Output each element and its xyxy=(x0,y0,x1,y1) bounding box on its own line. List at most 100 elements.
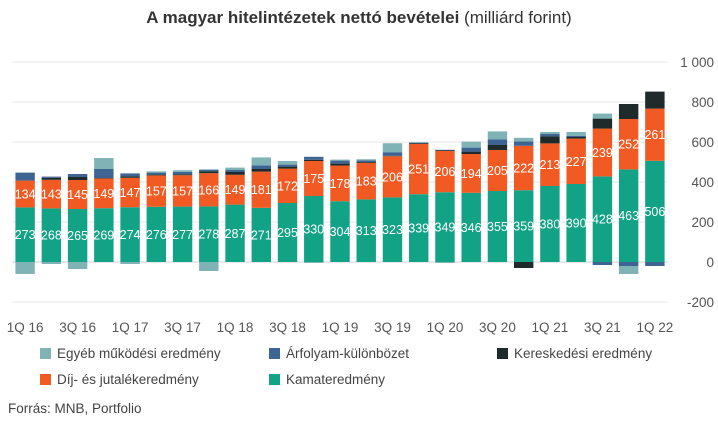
data-label-kamat: 339 xyxy=(408,222,429,236)
bar-segment-kamat xyxy=(382,197,403,262)
x-tick-label: 1Q 16 xyxy=(7,320,44,335)
data-label-kamat: 287 xyxy=(225,227,246,241)
data-label-kamat: 428 xyxy=(592,213,613,227)
data-label-dij: 239 xyxy=(592,146,613,160)
bar-segment-dij xyxy=(566,138,586,184)
data-label-dij: 149 xyxy=(225,183,246,197)
x-tick-label: 1Q 22 xyxy=(636,320,673,335)
x-tick-label: 1Q 19 xyxy=(322,320,359,335)
bar-segment-arfolyam xyxy=(67,174,88,177)
bar-segment-egyeb xyxy=(618,266,639,274)
bar-segment-egyeb xyxy=(592,113,613,119)
bar-segment-dij xyxy=(41,179,62,209)
bar-segment-arfolyam xyxy=(199,169,219,172)
bar-segment-egyeb xyxy=(251,157,271,166)
bar-segment-dij xyxy=(172,175,193,207)
bar-segment-dij xyxy=(645,108,665,161)
bar-segment-egyeb xyxy=(513,137,534,142)
bar-segment-dij xyxy=(225,174,245,205)
bar-segment-kamat xyxy=(172,206,193,262)
bar-segment-kamat xyxy=(330,201,350,262)
bar-segment-dij xyxy=(251,171,271,208)
data-label-dij: 147 xyxy=(120,186,141,200)
bar-segment-arfolyam xyxy=(225,170,245,172)
bar-segment-dij xyxy=(67,180,88,209)
bar-segment-kamat xyxy=(304,196,324,262)
stacked-bar-chart: -200 0 200 400 600 800 1 000 273 134 268 143 265 145… xyxy=(7,55,714,335)
data-label-dij: 178 xyxy=(330,177,351,191)
bar-segment-arfolyam xyxy=(382,152,403,156)
x-tick-label: 1Q 17 xyxy=(112,320,149,335)
bar-segment-kereskedesi xyxy=(67,177,88,180)
bar-segment-kamat xyxy=(225,204,245,262)
bar-segment-egyeb xyxy=(540,132,560,134)
bar-segment-egyeb xyxy=(277,161,298,165)
x-tick-label: 3Q 16 xyxy=(59,320,96,335)
legend-swatch xyxy=(40,348,51,359)
data-label-kamat: 390 xyxy=(566,217,587,231)
bar-segment-egyeb xyxy=(356,159,376,161)
data-label-dij: 181 xyxy=(251,183,272,197)
bar-segment-arfolyam xyxy=(566,136,586,137)
bar-segment-arfolyam xyxy=(330,160,350,164)
data-label-kamat: 268 xyxy=(41,229,62,243)
data-label-dij: 227 xyxy=(566,155,587,169)
bar-segment-arfolyam xyxy=(146,172,167,175)
bar-segment-egyeb xyxy=(67,262,88,269)
data-label-dij: 172 xyxy=(277,179,298,193)
data-label-kamat: 269 xyxy=(93,229,114,243)
bar-segment-egyeb xyxy=(146,171,167,173)
bar-segment-kamat xyxy=(540,186,560,262)
y-tick-label: -200 xyxy=(687,295,714,310)
bar-segment-egyeb xyxy=(487,131,508,140)
legend-item-kamat: Kamateredmény xyxy=(269,372,385,387)
bar-segment-dij xyxy=(199,173,219,207)
bar-segment-dij xyxy=(618,119,639,170)
bar-segment-dij xyxy=(120,177,140,208)
bar-segment-kereskedesi xyxy=(330,163,350,166)
bar-segment-dij xyxy=(277,168,298,203)
data-label-dij: 143 xyxy=(41,188,62,202)
bar-segment-dij xyxy=(409,144,429,195)
bar-segment-dij xyxy=(461,154,481,193)
bar-segment-kereskedesi xyxy=(461,151,481,154)
bar-segment-arfolyam xyxy=(592,262,613,265)
bar-segment-arfolyam xyxy=(461,147,481,152)
data-label-kamat: 380 xyxy=(539,218,560,232)
bar-segment-kereskedesi xyxy=(225,172,245,175)
bar-segment-arfolyam xyxy=(172,171,193,175)
legend-label: Egyéb működési eredmény xyxy=(57,346,221,361)
bar-segment-kereskedesi xyxy=(618,104,639,119)
bar-segment-kamat xyxy=(277,203,298,262)
bar-segment-arfolyam xyxy=(15,172,35,181)
bar-segment-dij xyxy=(487,150,508,191)
data-label-dij: 183 xyxy=(356,175,377,189)
data-label-kamat: 274 xyxy=(120,228,141,242)
bar-segment-dij xyxy=(592,128,613,177)
bar-segment-arfolyam xyxy=(120,173,140,177)
bar-segment-kereskedesi xyxy=(487,145,508,150)
bar-segment-dij xyxy=(304,161,324,196)
bar-segment-kereskedesi xyxy=(146,174,167,176)
data-label-kamat: 271 xyxy=(251,228,272,242)
data-label-dij: 166 xyxy=(198,183,219,197)
legend-swatch xyxy=(269,374,280,385)
bar-segment-egyeb xyxy=(330,159,350,161)
data-label-dij: 206 xyxy=(382,170,403,184)
bar-segment-dij xyxy=(146,175,167,207)
data-label-kamat: 313 xyxy=(356,224,377,238)
source-note: Forrás: MNB, Portfolio xyxy=(8,401,142,416)
y-tick-label: 200 xyxy=(691,215,714,230)
data-label-kamat: 355 xyxy=(487,220,508,234)
legend-label: Kamateredmény xyxy=(286,372,386,387)
bar-segment-kamat xyxy=(513,190,534,262)
data-label-dij: 175 xyxy=(303,172,324,186)
bar-segment-kereskedesi xyxy=(592,118,613,129)
legend-label: Kereskedési eredmény xyxy=(514,346,653,361)
bar-segment-kereskedesi xyxy=(409,143,429,144)
bar-segment-egyeb xyxy=(435,262,455,263)
data-label-kamat: 346 xyxy=(461,221,482,235)
x-tick-label: 3Q 21 xyxy=(584,320,621,335)
bar-segment-kamat xyxy=(15,207,35,262)
bar-segment-kamat xyxy=(67,209,88,262)
